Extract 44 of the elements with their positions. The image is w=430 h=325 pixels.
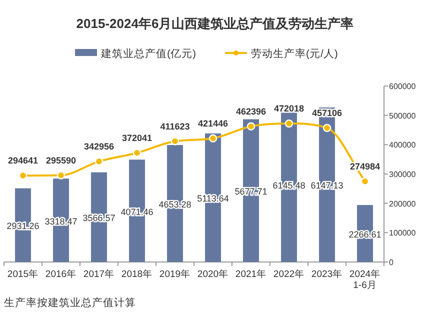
point (208, 134, 218, 142)
text: 生产率按建筑业总产值计算 (4, 296, 136, 309)
y2-tick-label: 200000 (389, 199, 416, 208)
x-tick-label: 2023年 (311, 268, 343, 280)
data-label: 4653.28 (158, 200, 192, 210)
x-tick-label: 2015年 (7, 268, 39, 280)
point (322, 124, 332, 132)
data-label: 5677.71 (234, 186, 268, 197)
data-label: 3318.47 (44, 216, 78, 226)
x-tick-label: 2021年 (235, 268, 267, 280)
point (284, 119, 294, 128)
legend-label: 建筑业总产值(亿元) (100, 47, 196, 60)
legend-label: 劳动生产率(元/人) (251, 47, 338, 60)
data-label: 2931.26 (6, 221, 40, 232)
x-tick-label: 2020年 (197, 268, 229, 280)
x-tick-label: 2016年 (45, 268, 77, 280)
x-tick-label: 2018年 (121, 268, 153, 280)
x-tick-label: 2022年 (273, 268, 305, 280)
y2-tick-label: 100000 (389, 228, 416, 238)
data-label: 472018 (274, 104, 304, 114)
y2-tick-label: 0 (389, 258, 394, 267)
data-label: 295590 (46, 155, 76, 166)
data-label: 6147.13 (310, 180, 344, 191)
data-label: 342956 (84, 141, 114, 152)
data-label: 3566.57 (82, 213, 116, 224)
data-label: 6145.48 (272, 180, 306, 191)
data-label: 421446 (198, 118, 228, 128)
point (246, 122, 256, 130)
point (170, 137, 180, 146)
y2-tick-label: 400000 (389, 140, 416, 150)
y2-tick-label: 500000 (389, 111, 416, 120)
y2-tick-label: 300000 (389, 170, 416, 179)
data-label: 372041 (122, 132, 152, 143)
point (56, 171, 66, 180)
data-label: 462396 (236, 106, 266, 116)
x-tick-label: 2024年 1-6月 (349, 268, 381, 291)
data-label: 2266.61 (348, 230, 382, 240)
data-label: 294641 (8, 156, 38, 166)
y2-tick-label: 600000 (389, 82, 416, 91)
x-tick-label: 2019年 (159, 268, 191, 280)
data-label: 411623 (160, 121, 190, 132)
chart-title: 2015-2024年6月山西建筑业总产值及劳动生产率 (76, 16, 354, 31)
data-label: 4071.46 (120, 206, 154, 217)
x-tick-label: 2017年 (83, 268, 115, 280)
